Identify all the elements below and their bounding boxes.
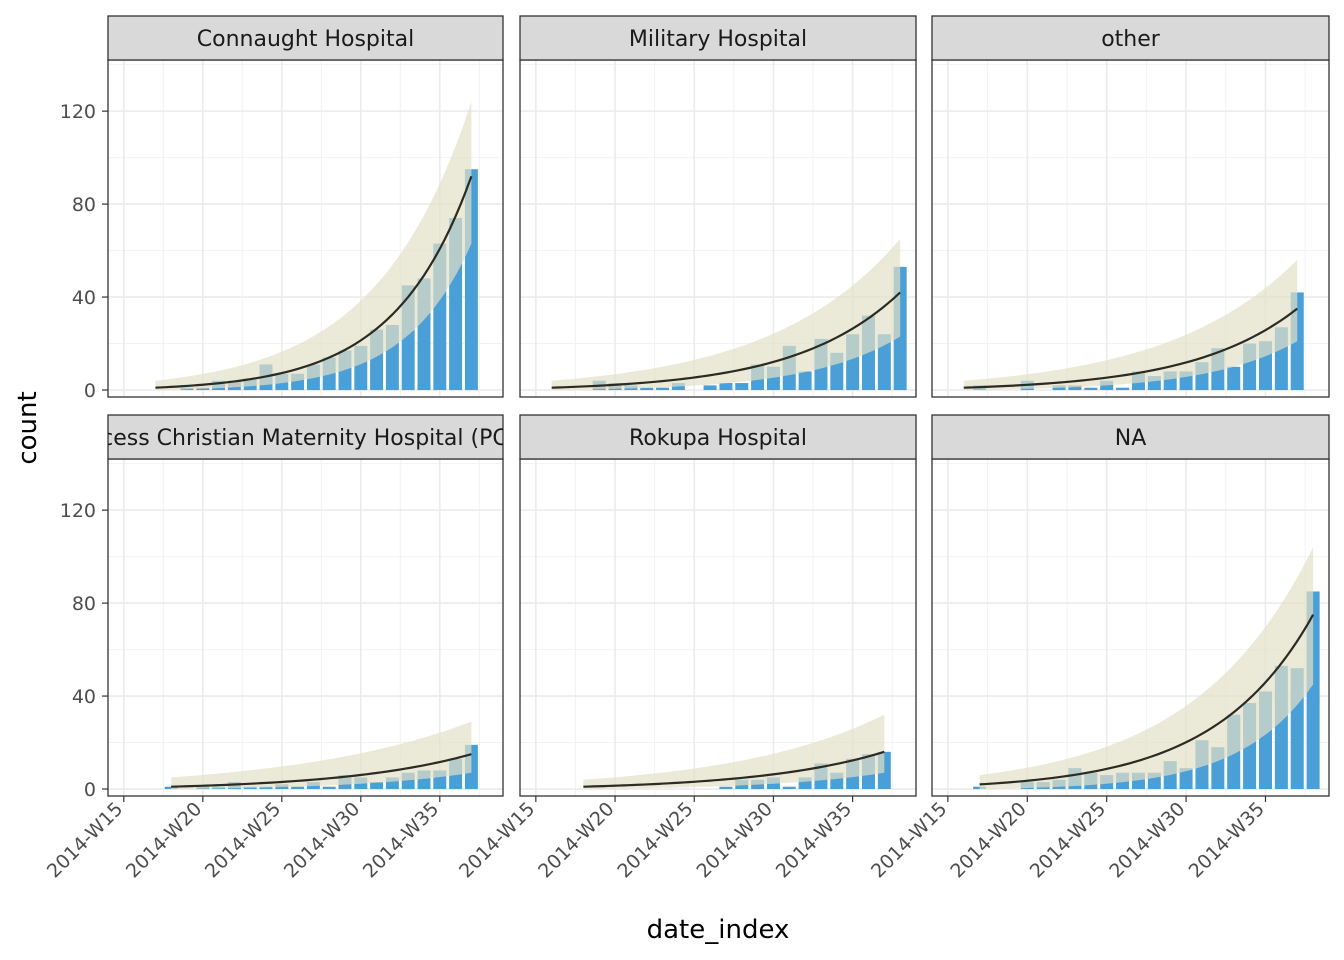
y-tick-label: 40 xyxy=(72,686,96,708)
confidence-band xyxy=(155,101,472,391)
bar xyxy=(1116,387,1130,391)
y-tick-label: 0 xyxy=(84,779,96,801)
x-tick-label: 2014-W20 xyxy=(534,798,618,882)
x-tick-label: 2014-W35 xyxy=(359,798,443,882)
bar xyxy=(291,786,305,790)
facet-strip-label: Connaught Hospital xyxy=(197,27,414,52)
bar xyxy=(1068,385,1082,391)
fitted-curve xyxy=(155,175,473,389)
facet-strip xyxy=(107,414,504,460)
x-tick-label: 2014-W15 xyxy=(455,798,539,882)
bar xyxy=(877,334,891,391)
facet-strip xyxy=(931,15,1330,61)
y-tick-label: 120 xyxy=(60,101,96,123)
confidence-band xyxy=(963,259,1298,391)
x-tick-label: 2014-W25 xyxy=(201,798,285,882)
fitted-curve xyxy=(979,614,1315,786)
facet-panel-2 xyxy=(520,60,916,397)
fitted-curve xyxy=(171,753,472,788)
y-tick-label: 0 xyxy=(84,380,96,402)
bar xyxy=(798,777,812,790)
y-tick-label: 40 xyxy=(72,287,96,309)
facet-strip-label: other xyxy=(1101,27,1161,52)
bar xyxy=(1227,366,1241,391)
facet-strip xyxy=(931,414,1330,460)
bar xyxy=(322,786,336,790)
confidence-band xyxy=(551,238,901,391)
facet-strip xyxy=(107,15,504,61)
facet-strip-label: Princess Christian Maternity Hospital (P… xyxy=(59,426,552,451)
confidence-band xyxy=(583,714,885,790)
bar xyxy=(719,383,733,391)
x-tick-label: 2014-W20 xyxy=(946,798,1030,882)
bar xyxy=(671,383,685,391)
facet-panel-3 xyxy=(932,60,1329,397)
bar xyxy=(1179,768,1193,790)
facet-strip-label: Rokupa Hospital xyxy=(629,426,807,451)
bar xyxy=(385,777,399,790)
bar xyxy=(1100,380,1114,391)
bar xyxy=(370,782,384,790)
x-tick-label: 2014-W25 xyxy=(1026,798,1110,882)
facet-strip xyxy=(519,15,917,61)
bar xyxy=(782,786,796,790)
fitted-curve xyxy=(583,750,885,788)
facet-panel-4 xyxy=(108,459,503,796)
x-tick-label: 2014-W30 xyxy=(693,798,777,882)
bar xyxy=(259,786,273,790)
x-axis-title: date_index xyxy=(647,915,790,945)
bar xyxy=(798,371,812,391)
x-tick-label: 2014-W15 xyxy=(867,798,951,882)
y-axis-title: count xyxy=(13,391,43,464)
y-tick-label: 80 xyxy=(72,194,96,216)
bar xyxy=(719,786,733,790)
bar xyxy=(1084,387,1098,391)
bar xyxy=(640,387,654,391)
facet-panel-1 xyxy=(108,60,503,397)
x-tick-label: 2014-W30 xyxy=(1105,798,1189,882)
fitted-curve xyxy=(963,307,1298,389)
facet-panel-5 xyxy=(520,459,916,796)
y-tick-label: 120 xyxy=(60,500,96,522)
bar xyxy=(656,387,670,391)
facet-strip-label: NA xyxy=(1115,426,1147,451)
bar xyxy=(735,383,749,391)
confidence-band xyxy=(171,721,472,790)
facet-panels: Connaught Hospital Military Hospital other… xyxy=(59,15,1330,797)
bar xyxy=(243,786,257,790)
fitted-curve xyxy=(551,291,901,389)
facet-strip xyxy=(519,414,917,460)
facet-strip-label: Military Hospital xyxy=(629,27,807,52)
x-tick-label: 2014-W35 xyxy=(772,798,856,882)
x-tick-label: 2014-W25 xyxy=(613,798,697,882)
x-tick-label: 2014-W35 xyxy=(1185,798,1269,882)
facet-panel-6 xyxy=(932,459,1329,796)
x-tick-label: 2014-W30 xyxy=(280,798,364,882)
bar xyxy=(196,387,210,391)
confidence-band xyxy=(979,547,1314,790)
x-tick-label: 2014-W20 xyxy=(122,798,206,882)
x-tick-label: 2014-W15 xyxy=(43,798,127,882)
bar xyxy=(703,385,717,391)
y-tick-label: 80 xyxy=(72,593,96,615)
